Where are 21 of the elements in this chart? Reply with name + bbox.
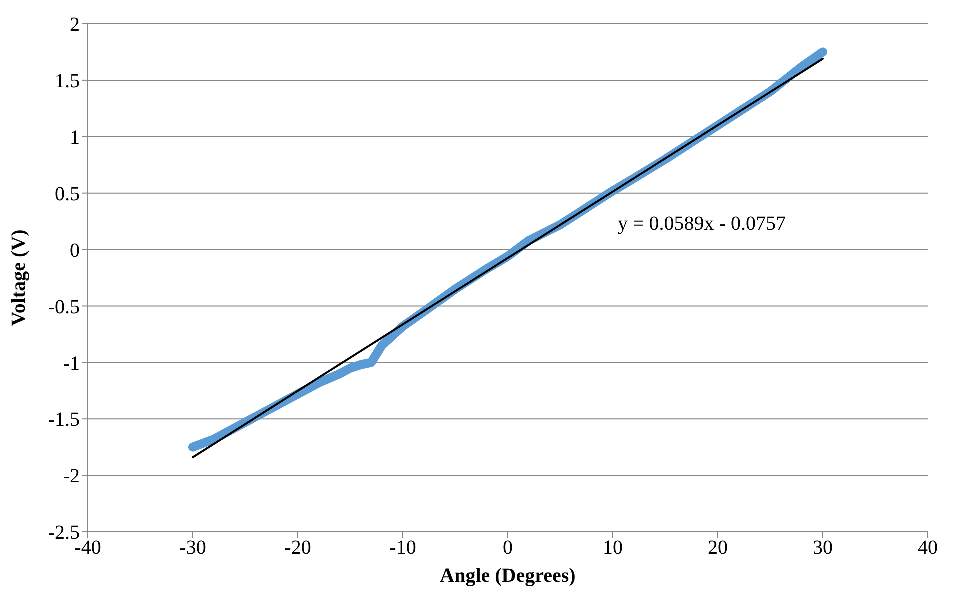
x-tick-label: -20 (284, 537, 312, 560)
y-tick-label: -1 (63, 352, 80, 375)
x-axis-title: Angle (Degrees) (440, 565, 576, 587)
x-tick-label: -10 (390, 537, 416, 560)
y-tick-label: -0.5 (48, 296, 80, 318)
y-tick-label: 2 (70, 14, 80, 36)
annotation: y = 0.0589x - 0.0757 (618, 213, 786, 236)
y-tick-label: -1.5 (48, 409, 80, 432)
x-tick-label: 10 (603, 537, 623, 560)
x-tick-label: 20 (708, 537, 728, 560)
y-axis-title: Voltage (V) (8, 230, 30, 326)
y-tick-label: 0 (70, 240, 80, 262)
x-tick-label: 0 (503, 537, 513, 560)
x-tick-label: -30 (180, 537, 206, 560)
y-tick-label: 1.5 (55, 70, 80, 93)
y-tick-label: -2 (63, 466, 80, 488)
y-tick-label: -2.5 (48, 522, 80, 544)
x-tick-label: 30 (813, 537, 833, 560)
y-tick-label: 1 (70, 126, 80, 149)
y-tick-label: 0.5 (55, 183, 80, 206)
x-tick-label: 40 (918, 537, 938, 560)
